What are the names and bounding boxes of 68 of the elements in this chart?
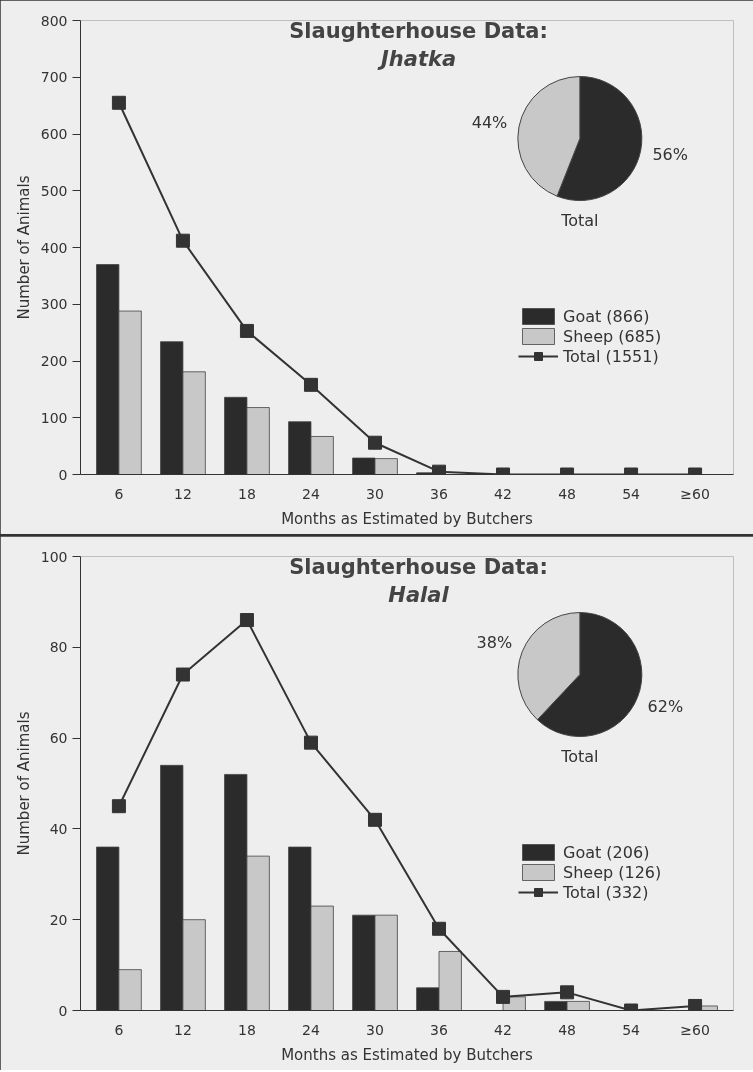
data-label: 56%	[652, 145, 688, 165]
point	[111, 799, 126, 814]
x-tick-label: 30	[366, 1021, 384, 1038]
y-tick-label: 0	[58, 1002, 68, 1019]
point	[367, 812, 382, 827]
y-axis-title: Number of Animals	[14, 711, 33, 856]
chart-title: Slaughterhouse Data:	[289, 554, 548, 579]
text: Total	[560, 747, 599, 767]
y-tick-label: 700	[40, 69, 68, 86]
point	[175, 667, 190, 682]
x-tick-label: 6	[114, 485, 124, 502]
y-tick-label: 600	[40, 126, 68, 142]
x-tick-label: 48	[558, 1021, 576, 1038]
y-tick-label: 200	[40, 353, 68, 369]
x-tick-label: 18	[238, 1021, 256, 1038]
legend-label: Goat (206)	[563, 842, 650, 862]
y-tick-label: 0	[58, 466, 68, 483]
x-tick-label: 18	[238, 485, 256, 502]
y-tick-label: 300	[40, 296, 68, 313]
x-tick-label: 54	[622, 1021, 641, 1038]
legend-label: Total (1551)	[563, 346, 659, 366]
y-tick-label: 800	[40, 12, 68, 29]
text: Jhatka	[376, 46, 457, 71]
x-tick-label: 30	[366, 485, 384, 502]
y-tick-label: 400	[40, 239, 68, 256]
point	[175, 233, 190, 248]
data-label: 44%	[471, 112, 508, 132]
point	[560, 985, 575, 1000]
x-tick-label: 36	[430, 485, 449, 502]
x-axis-title: Months as Estimated by Butchers	[281, 509, 534, 528]
x-tick-label: 36	[430, 1021, 449, 1038]
y-tick-label: 40	[49, 820, 68, 837]
x-tick-label: 42	[494, 1021, 512, 1038]
x-axis-title: Months as Estimated by Butchers	[281, 1045, 534, 1064]
point	[432, 921, 447, 936]
data-label: 38%	[476, 633, 513, 653]
x-tick-label: 24	[302, 485, 320, 502]
chart-title: Slaughterhouse Data:	[289, 18, 548, 43]
x-tick-label: 42	[494, 485, 512, 502]
x-tick-label: 6	[114, 1021, 124, 1038]
x-tick-label: ≥60	[680, 485, 710, 502]
point	[688, 998, 703, 1011]
point	[111, 95, 126, 110]
point	[303, 377, 318, 392]
point	[496, 989, 511, 1004]
point	[239, 613, 254, 628]
data-label: 62%	[647, 696, 684, 716]
x-tick-label: 48	[558, 485, 576, 502]
x-tick-label: 24	[302, 1021, 320, 1038]
legend-label: Goat (866)	[563, 306, 650, 326]
x-tick-label: ≥60	[680, 1021, 710, 1038]
y-tick-label: 100	[40, 409, 68, 426]
legend-label: Sheep (685)	[563, 326, 662, 346]
y-tick-label: 20	[49, 911, 68, 928]
legend-label: Total (332)	[563, 882, 649, 902]
legend-label: Sheep (126)	[563, 862, 662, 882]
point	[239, 323, 254, 338]
y-tick-label: 60	[49, 730, 68, 747]
text: Total	[560, 211, 599, 231]
x-tick-label: 54	[622, 485, 641, 502]
text: Halal	[388, 582, 450, 607]
point	[303, 735, 318, 750]
y-tick-label: 100	[40, 548, 68, 565]
y-axis-title: Number of Animals	[14, 175, 33, 320]
y-tick-label: 80	[49, 639, 68, 656]
y-tick-label: 500	[40, 182, 68, 199]
x-tick-label: 12	[174, 485, 192, 502]
x-tick-label: 12	[174, 1021, 192, 1038]
